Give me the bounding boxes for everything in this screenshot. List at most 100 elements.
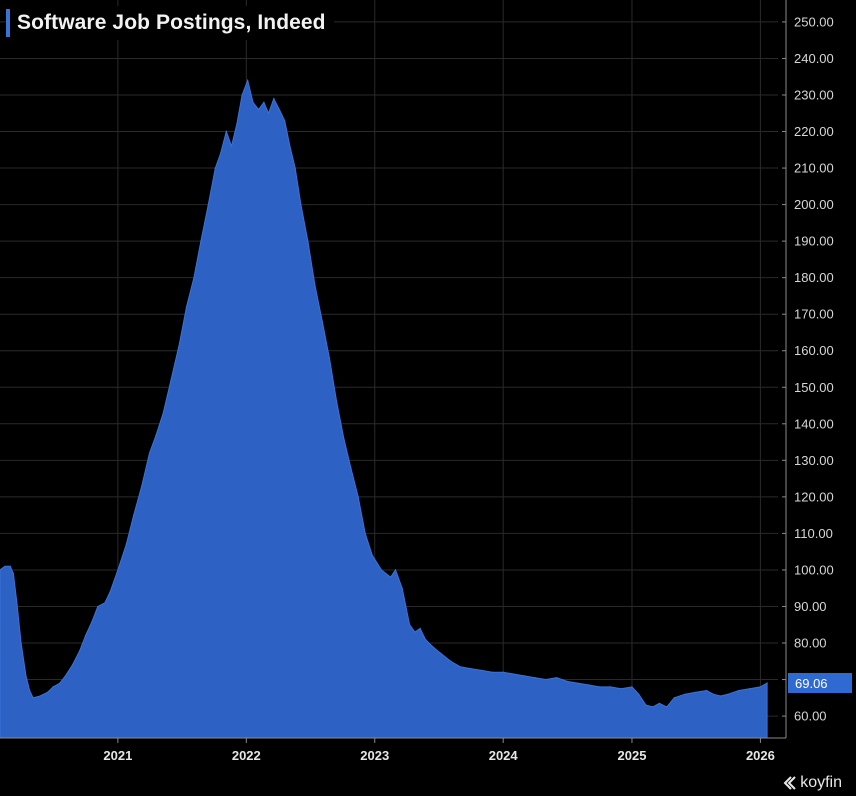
y-tick-label: 180.00 (794, 270, 834, 285)
data-point (97, 605, 99, 608)
data-point (273, 98, 275, 100)
data-point (658, 702, 661, 704)
data-point (577, 682, 579, 684)
data-point (321, 320, 323, 323)
y-tick-label: 120.00 (794, 489, 834, 504)
data-point (258, 109, 260, 111)
data-point (414, 631, 416, 633)
data-point (350, 467, 352, 469)
koyfin-chevron-icon (783, 776, 796, 790)
koyfin-logo: koyfin (782, 774, 842, 792)
data-point (513, 673, 515, 675)
data-point (247, 79, 249, 81)
data-point (200, 240, 202, 242)
data-point (20, 642, 22, 644)
data-point (155, 434, 157, 436)
data-point (759, 686, 762, 688)
y-tick-label: 140.00 (794, 416, 834, 431)
x-tick-label: 2023 (360, 748, 389, 763)
chart-title: Software Job Postings, Indeed (17, 11, 326, 34)
y-tick-label: 240.00 (794, 51, 834, 66)
data-point (64, 675, 66, 677)
data-point (267, 112, 270, 114)
data-point (666, 706, 668, 708)
data-point (432, 646, 434, 648)
x-tick-label: 2024 (489, 748, 519, 763)
data-point (16, 602, 18, 604)
data-point (12, 573, 14, 575)
logo-text: koyfin (800, 774, 842, 791)
data-point (193, 277, 195, 279)
data-point (450, 660, 452, 662)
data-point (314, 284, 316, 286)
data-point (336, 401, 338, 403)
y-tick-label: 220.00 (794, 124, 834, 139)
data-point (720, 695, 722, 697)
data-point (491, 671, 493, 673)
y-tick-label: 130.00 (794, 453, 834, 468)
data-point (481, 669, 483, 672)
y-tick-label: 230.00 (794, 87, 834, 102)
data-point (673, 697, 675, 699)
x-tick-label: 2021 (103, 748, 132, 763)
data-point (25, 675, 27, 677)
data-point (371, 554, 373, 556)
data-point (470, 668, 472, 670)
data-point (9, 565, 11, 567)
data-point (766, 682, 768, 684)
data-point (328, 357, 330, 359)
data-point (29, 689, 31, 692)
data-point (84, 635, 87, 637)
x-tick-label: 2026 (746, 748, 775, 763)
data-point (91, 620, 93, 622)
data-point (556, 677, 558, 679)
data-point (652, 706, 654, 708)
data-point (230, 145, 233, 147)
y-tick-label: 150.00 (794, 380, 834, 395)
data-point (620, 688, 622, 690)
data-point (390, 576, 392, 578)
y-tick-label: 60.00 (794, 709, 827, 724)
data-point (300, 204, 302, 206)
y-tick-label: 160.00 (794, 343, 834, 358)
data-point (178, 342, 181, 344)
data-point (104, 602, 106, 604)
y-tick-label: 110.00 (794, 526, 833, 541)
area-series-0 (0, 78, 768, 739)
data-point (32, 697, 34, 699)
data-point (185, 306, 188, 308)
x-tick-label: 2022 (232, 748, 261, 763)
data-point (588, 684, 590, 686)
data-point (162, 412, 164, 414)
data-point (278, 109, 280, 111)
data-point (566, 680, 568, 683)
y-tick-label: 200.00 (794, 197, 834, 212)
data-point (738, 689, 740, 692)
data-point (748, 688, 751, 690)
data-point (39, 695, 41, 697)
area-series (0, 78, 768, 739)
y-tick-label: 250.00 (794, 14, 834, 29)
data-point (0, 569, 1, 571)
data-point (545, 678, 547, 681)
data-point (4, 565, 6, 567)
y-tick-label: 210.00 (794, 161, 834, 176)
data-point (609, 686, 612, 688)
data-point (252, 101, 254, 103)
data-point (79, 649, 81, 651)
data-point (409, 624, 411, 626)
data-point (225, 130, 227, 133)
data-point (706, 689, 708, 692)
data-point (148, 452, 151, 454)
data-point (307, 240, 309, 242)
data-point (638, 693, 640, 695)
data-point (645, 704, 647, 706)
data-point (502, 671, 504, 673)
data-point (712, 693, 714, 695)
data-point (684, 693, 686, 695)
data-point (695, 691, 697, 693)
data-point (401, 587, 403, 589)
data-point (294, 167, 296, 169)
data-point (284, 120, 286, 122)
